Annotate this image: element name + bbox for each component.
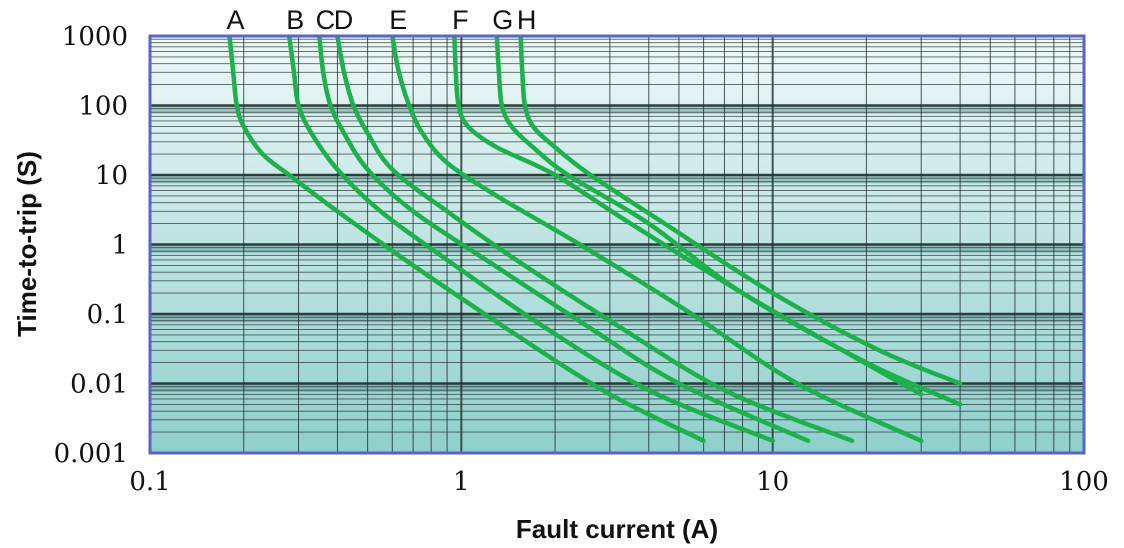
y-axis-title: Time-to-trip (S) [12,151,42,337]
y-tick-label: 0.1 [87,300,128,330]
trip-curves [227,36,963,444]
decade-band [150,105,1084,114]
curve-label-d: D [334,5,354,35]
y-tick-label: 1000 [62,22,128,52]
curve-labels: A B CD E F G H [226,5,536,35]
curve-c [317,36,811,444]
curve-g [494,36,963,407]
curve-label-h: H [517,5,537,35]
y-tick-label: 100 [78,92,128,122]
decade-band [150,383,1084,392]
x-tick-label: 10 [756,467,789,497]
y-tick-label: 0.01 [70,370,128,400]
curve-a [227,36,706,444]
curve-d [335,36,855,444]
x-tick-labels: 0.1 1 10 100 [129,467,1109,497]
y-tick-label: 0.001 [54,439,128,469]
curve-h [518,36,963,386]
curve-label-e: E [389,5,407,35]
y-tick-labels: 1000 100 10 1 0.1 0.01 0.001 [54,22,128,469]
curve-label-c: C [316,5,336,35]
y-tick-label: 1 [111,231,128,261]
curve-e [390,36,924,444]
y-tick-label: 10 [95,161,128,191]
plot-border [148,34,1086,455]
curve-b [286,36,775,444]
x-tick-label: 100 [1059,467,1109,497]
curve-label-f: F [452,5,469,35]
curve-label-b: B [286,5,304,35]
x-tick-label: 1 [453,467,470,497]
curve-label-g: G [492,5,513,35]
decade-band [150,314,1084,323]
x-tick-label: 0.1 [129,467,170,497]
decade-bands [150,105,1084,392]
decade-band [150,175,1084,184]
curve-label-a: A [226,5,244,35]
x-axis-title: Fault current (A) [516,514,718,544]
decade-band [150,244,1084,253]
